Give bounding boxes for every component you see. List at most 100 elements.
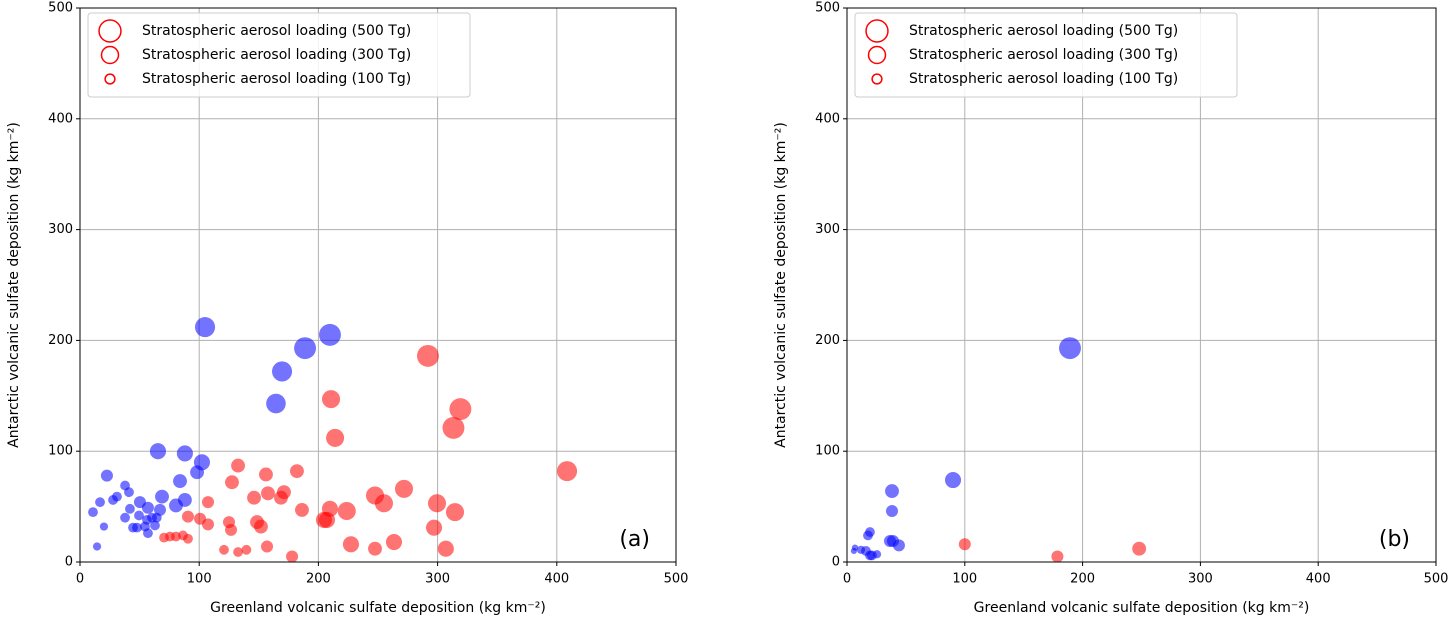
x-axis-label: Greenland volcanic sulfate deposition (k…: [210, 600, 546, 616]
x-tick-label: 0: [843, 572, 851, 587]
point: [385, 534, 403, 551]
point: [141, 501, 154, 514]
point: [286, 550, 299, 563]
point: [202, 496, 215, 509]
point: [295, 502, 309, 517]
point: [108, 495, 118, 505]
x-tick-label: 500: [1424, 572, 1449, 587]
y-tick-label: 0: [832, 555, 840, 570]
y-tick-label: 200: [815, 333, 840, 348]
point: [181, 510, 194, 523]
x-tick-label: 200: [1070, 572, 1095, 587]
point: [885, 505, 899, 518]
point: [445, 503, 465, 522]
y-tick-label: 400: [48, 111, 73, 126]
point: [92, 542, 102, 551]
point: [231, 458, 245, 473]
point: [427, 494, 447, 513]
point: [319, 323, 341, 346]
x-axis-label: Greenland volcanic sulfate deposition (k…: [974, 600, 1310, 616]
point: [124, 487, 134, 498]
y-tick-label: 300: [48, 222, 73, 237]
legend-marker: [100, 45, 120, 65]
point: [194, 512, 207, 525]
legend-marker: [865, 19, 889, 43]
point: [149, 443, 167, 460]
point: [394, 479, 414, 498]
point: [247, 490, 261, 505]
point: [425, 519, 443, 536]
x-tick-label: 300: [425, 572, 450, 587]
point: [176, 445, 193, 462]
panel-label: (b): [1379, 527, 1410, 552]
panel: 0 100 200 300 400 500 0 100 200 300 400 500 Greenlan…: [773, 1, 1448, 617]
y-tick-label: 100: [48, 444, 73, 459]
point: [374, 494, 393, 513]
y-tick-label: 0: [65, 555, 73, 570]
panel: 0 100 200 300 400 500 0 100 200 300 400 500 Greenlan…: [6, 1, 688, 617]
point: [233, 547, 243, 557]
point: [1051, 550, 1064, 563]
y-tick-label: 400: [815, 111, 840, 126]
point: [169, 498, 183, 513]
point: [885, 484, 899, 499]
legend-label: Stratospheric aerosol loading (300 Tg): [909, 47, 1178, 63]
point: [315, 511, 333, 528]
point: [958, 538, 971, 551]
point: [194, 317, 216, 338]
y-tick-label: 100: [815, 444, 840, 459]
legend-label: Stratospheric aerosol loading (500 Tg): [909, 23, 1178, 39]
panel-label: (a): [619, 527, 650, 552]
point: [872, 550, 882, 559]
axes-frame: [79, 7, 677, 563]
point: [150, 520, 160, 531]
point: [337, 501, 356, 521]
x-tick-label: 400: [1306, 572, 1331, 587]
legend-marker: [871, 73, 883, 85]
x-tick-label: 200: [306, 572, 331, 587]
point: [125, 503, 135, 514]
point: [1059, 337, 1081, 360]
legend-box: [87, 12, 471, 98]
legend-label: Stratospheric aerosol loading (300 Tg): [142, 47, 411, 63]
point: [151, 512, 162, 523]
legend-marker: [98, 19, 122, 43]
point: [266, 393, 286, 414]
point: [368, 541, 382, 556]
point: [892, 539, 905, 552]
point: [944, 471, 962, 489]
point: [883, 534, 896, 547]
point: [100, 469, 113, 482]
point: [132, 522, 142, 533]
y-axis-label: Antarctic volcanic sulfate deposition (k…: [6, 122, 22, 448]
point: [449, 398, 472, 421]
point: [219, 544, 229, 555]
point: [326, 428, 345, 447]
point: [155, 489, 169, 504]
point: [437, 540, 454, 557]
point: [241, 544, 252, 555]
point: [342, 536, 359, 553]
point: [120, 512, 130, 523]
x-tick-label: 100: [187, 572, 212, 587]
point: [225, 523, 238, 536]
legend-marker: [104, 73, 116, 85]
point: [290, 464, 304, 479]
point: [88, 507, 98, 518]
y-axis-label: Antarctic volcanic sulfate deposition (k…: [773, 122, 789, 448]
point: [259, 467, 273, 482]
point: [865, 550, 875, 561]
point: [557, 461, 578, 482]
point: [416, 344, 439, 367]
point: [442, 416, 465, 439]
point: [190, 465, 204, 480]
point: [261, 486, 275, 501]
point: [863, 530, 873, 541]
legend-marker: [867, 45, 887, 65]
point: [322, 390, 341, 409]
point: [272, 361, 293, 382]
legend: Stratospheric aerosol loading (500 Tg) St…: [87, 12, 471, 98]
point: [173, 474, 187, 489]
x-tick-label: 300: [1188, 572, 1213, 587]
